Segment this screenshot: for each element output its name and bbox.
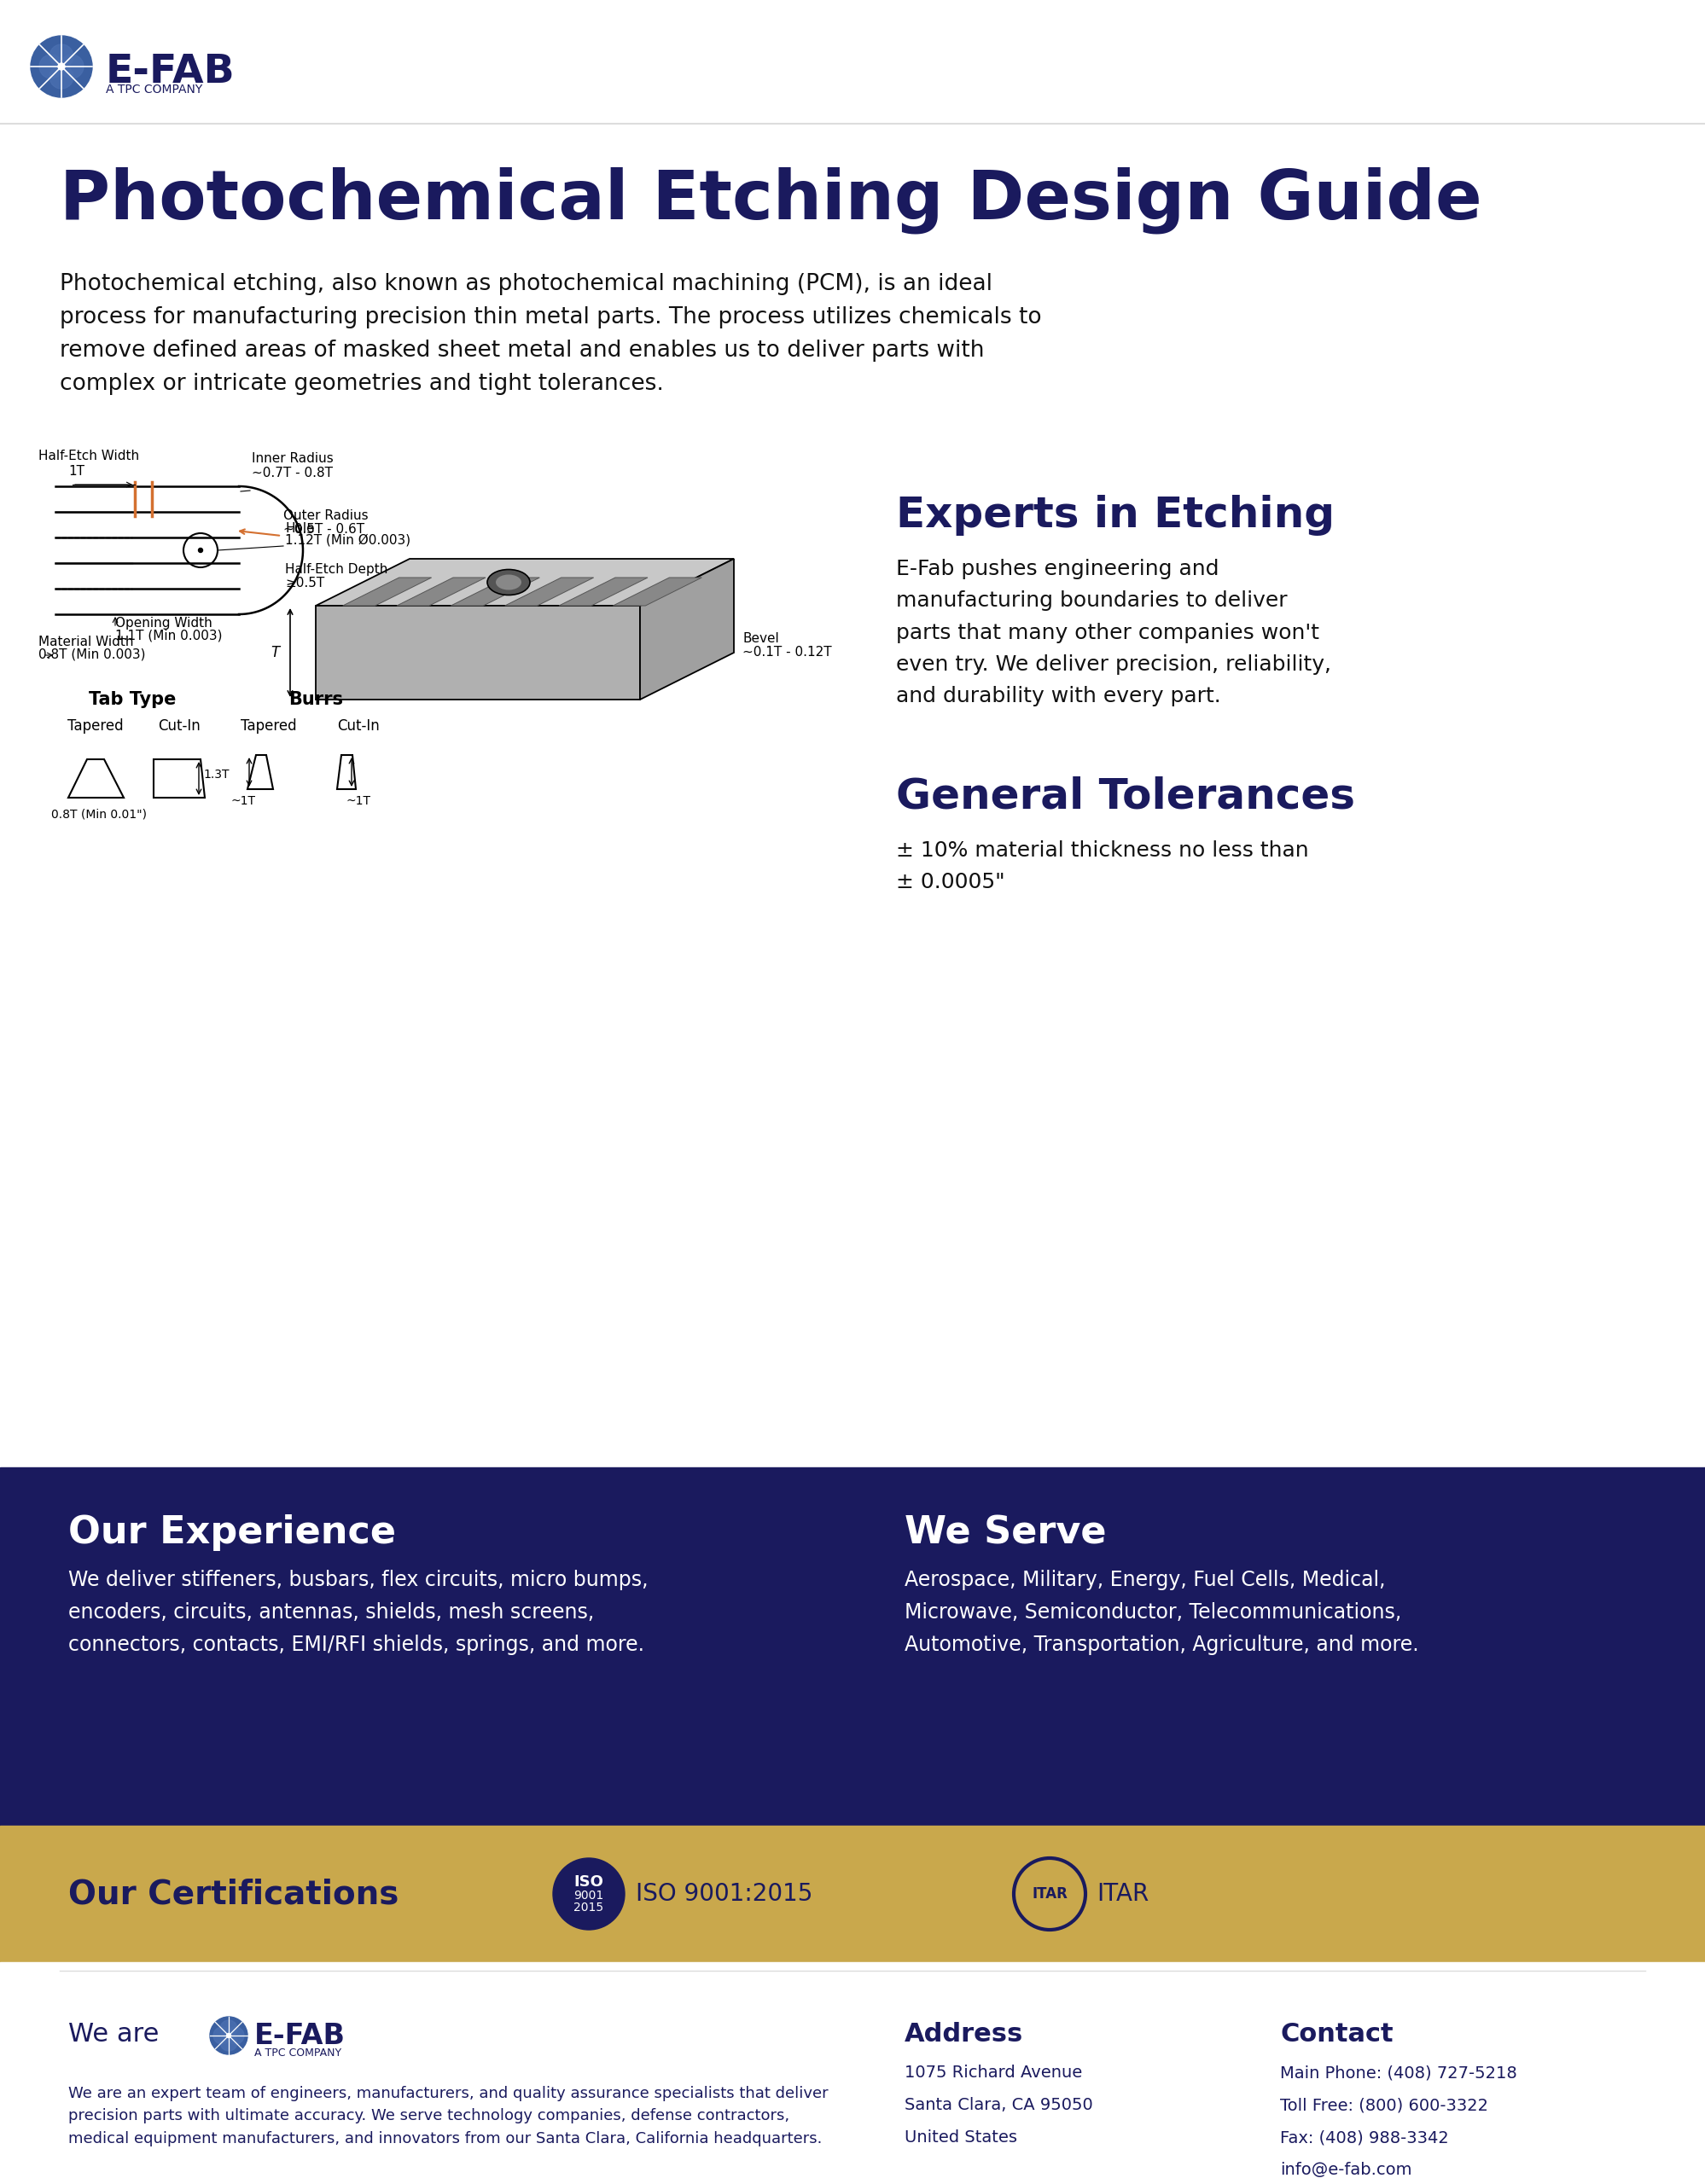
Polygon shape [505, 577, 593, 605]
Text: Our Certifications: Our Certifications [68, 1878, 399, 1911]
Circle shape [227, 2033, 230, 2038]
Circle shape [213, 2027, 230, 2044]
Circle shape [31, 35, 92, 98]
Text: 9001: 9001 [575, 1889, 604, 1902]
Polygon shape [343, 577, 431, 605]
Text: Material Width: Material Width [39, 636, 133, 649]
Text: ISO: ISO [575, 1874, 604, 1889]
Circle shape [220, 2020, 237, 2038]
Circle shape [198, 548, 203, 553]
Text: Address: Address [905, 2022, 1023, 2046]
Text: United States: United States [905, 2129, 1018, 2145]
Text: ~0.1T - 0.12T: ~0.1T - 0.12T [742, 646, 832, 660]
Bar [0, 1826, 1705, 1961]
Bar [0, 1468, 1705, 1826]
Text: Tapered: Tapered [240, 719, 297, 734]
Text: Tab Type: Tab Type [89, 690, 176, 708]
Text: ~1T: ~1T [346, 795, 370, 808]
Circle shape [227, 2027, 244, 2044]
Bar [0, 1961, 1705, 2184]
Text: 2015: 2015 [575, 1902, 604, 1913]
Text: Tapered: Tapered [68, 719, 123, 734]
Text: ISO 9001:2015: ISO 9001:2015 [636, 1883, 813, 1907]
Text: Photochemical Etching Design Guide: Photochemical Etching Design Guide [60, 166, 1482, 234]
Text: Inner Radius: Inner Radius [252, 452, 334, 465]
Text: Fax: (408) 988-3342: Fax: (408) 988-3342 [1280, 2129, 1449, 2145]
Text: ITAR: ITAR [1032, 1887, 1067, 1902]
Text: T: T [271, 644, 280, 660]
Text: 1075 Richard Avenue: 1075 Richard Avenue [905, 2064, 1083, 2081]
Text: Half-Etch Width: Half-Etch Width [39, 450, 140, 463]
Polygon shape [397, 577, 486, 605]
Text: Photochemical etching, also known as photochemical machining (PCM), is an ideal
: Photochemical etching, also known as pho… [60, 273, 1042, 395]
Text: Experts in Etching: Experts in Etching [897, 496, 1335, 535]
Text: We are: We are [68, 2022, 159, 2046]
Text: A TPC COMPANY: A TPC COMPANY [254, 2049, 341, 2060]
Text: ITAR: ITAR [1096, 1883, 1149, 1907]
Text: ~0.5T - 0.6T: ~0.5T - 0.6T [283, 522, 365, 535]
Text: 1.12T (Min Ø0.003): 1.12T (Min Ø0.003) [285, 535, 411, 546]
Text: 1.3T: 1.3T [203, 769, 228, 780]
Text: Cut-In: Cut-In [159, 719, 201, 734]
Circle shape [49, 44, 73, 68]
Polygon shape [450, 577, 539, 605]
Polygon shape [315, 559, 733, 605]
Text: 1.1T (Min 0.003): 1.1T (Min 0.003) [116, 629, 222, 642]
Text: info@e-fab.com: info@e-fab.com [1280, 2162, 1412, 2177]
Ellipse shape [488, 570, 530, 594]
Circle shape [552, 1859, 624, 1931]
Ellipse shape [496, 574, 522, 590]
Text: General Tolerances: General Tolerances [897, 775, 1355, 817]
Circle shape [49, 66, 73, 90]
Text: We deliver stiffeners, busbars, flex circuits, micro bumps,
encoders, circuits, : We deliver stiffeners, busbars, flex cir… [68, 1570, 648, 1655]
Text: We Serve: We Serve [905, 1514, 1107, 1551]
Circle shape [210, 2016, 247, 2055]
Text: E-FAB: E-FAB [106, 52, 235, 92]
Text: Outer Radius: Outer Radius [283, 509, 368, 522]
Text: 0.8T (Min 0.003): 0.8T (Min 0.003) [39, 649, 145, 662]
Text: Hole: Hole [285, 522, 314, 535]
Bar [0, 0, 1705, 1468]
Polygon shape [614, 577, 702, 605]
Text: ~1T: ~1T [230, 795, 256, 808]
Text: Toll Free: (800) 600-3322: Toll Free: (800) 600-3322 [1280, 2097, 1488, 2114]
Circle shape [58, 63, 65, 70]
Text: Half-Etch Depth: Half-Etch Depth [285, 563, 387, 577]
Text: Burrs: Burrs [288, 690, 343, 708]
Polygon shape [559, 577, 648, 605]
Polygon shape [639, 559, 733, 699]
Circle shape [39, 55, 63, 79]
Text: Aerospace, Military, Energy, Fuel Cells, Medical,
Microwave, Semiconductor, Tele: Aerospace, Military, Energy, Fuel Cells,… [905, 1570, 1419, 1655]
Circle shape [220, 2033, 237, 2051]
Text: Opening Width: Opening Width [116, 616, 211, 629]
Text: Santa Clara, CA 95050: Santa Clara, CA 95050 [905, 2097, 1093, 2114]
Text: ~0.7T - 0.8T: ~0.7T - 0.8T [252, 467, 332, 480]
Text: E-Fab pushes engineering and
manufacturing boundaries to deliver
parts that many: E-Fab pushes engineering and manufacturi… [897, 559, 1332, 708]
Text: ± 10% material thickness no less than
± 0.0005": ± 10% material thickness no less than ± … [897, 841, 1309, 893]
Text: ≥0.5T: ≥0.5T [285, 577, 324, 590]
Polygon shape [315, 605, 639, 699]
Text: Our Experience: Our Experience [68, 1514, 396, 1551]
Text: Main Phone: (408) 727-5218: Main Phone: (408) 727-5218 [1280, 2064, 1517, 2081]
Text: Bevel: Bevel [742, 631, 779, 644]
Text: E-FAB: E-FAB [254, 2022, 346, 2051]
Circle shape [60, 55, 84, 79]
Text: 1T: 1T [68, 465, 85, 478]
Text: A TPC COMPANY: A TPC COMPANY [106, 83, 203, 96]
Text: Cut-In: Cut-In [338, 719, 380, 734]
Text: 0.8T (Min 0.01"): 0.8T (Min 0.01") [51, 808, 147, 821]
Text: Contact: Contact [1280, 2022, 1393, 2046]
Text: We are an expert team of engineers, manufacturers, and quality assurance special: We are an expert team of engineers, manu… [68, 2086, 829, 2147]
